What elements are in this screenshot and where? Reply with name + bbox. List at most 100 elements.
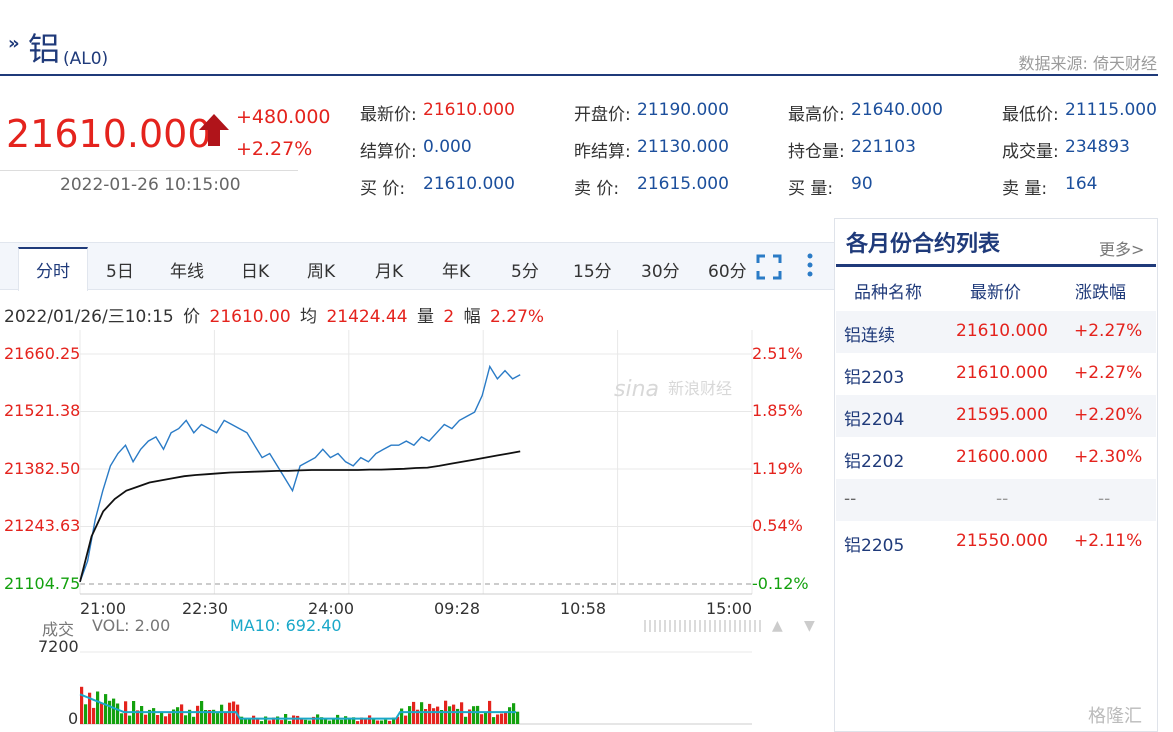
volume-bar [344, 716, 348, 724]
contract-row[interactable]: 铝2205 21550.000 +2.11% [836, 521, 1156, 563]
volume-bar [268, 720, 272, 724]
crosshair-info: 2022/01/26/三10:15 价 21610.00 均 21424.44 … [4, 302, 548, 327]
contract-name: 铝2205 [844, 536, 905, 556]
contract-name: 铝2204 [844, 410, 905, 430]
contract-price: 21600.000 [956, 447, 1048, 467]
contract-name: 铝2202 [844, 452, 905, 472]
price-line [79, 364, 521, 583]
tab-0[interactable]: 分时 [36, 262, 70, 282]
average-line [79, 450, 521, 583]
volume-bar [312, 716, 316, 724]
volume-bar [156, 715, 160, 724]
volume-bar [324, 718, 328, 724]
more-link[interactable]: 更多> [1099, 240, 1145, 259]
volume-bar [320, 717, 324, 724]
intraday-chart[interactable] [0, 330, 834, 620]
quote-label: 卖 量: [1002, 179, 1048, 199]
volume-bar [128, 715, 132, 724]
volume-bar [108, 700, 112, 724]
volume-bar [404, 715, 408, 724]
volume-bar [392, 717, 396, 724]
volume-bar [252, 715, 256, 724]
volume-zero: 0 [68, 709, 79, 728]
tab-4[interactable]: 周K [307, 262, 336, 282]
volume-bar [96, 691, 100, 724]
contracts-divider [836, 264, 1156, 267]
quote-value: 21610.000 [423, 100, 515, 120]
volume-bar [440, 710, 444, 724]
tab-9[interactable]: 30分 [641, 262, 680, 282]
volume-bar [472, 706, 476, 724]
quote-value: 221103 [851, 137, 916, 157]
volume-bar [364, 718, 368, 724]
info-avg: 21424.44 [326, 307, 408, 327]
volume-bar [208, 710, 212, 724]
quote-label: 结算价: [360, 142, 417, 162]
x-tick-label: 22:30 [182, 599, 229, 618]
volume-bar [308, 720, 312, 724]
tab-10[interactable]: 60分 [708, 262, 747, 282]
volume-bar [396, 716, 400, 724]
contract-change: +2.27% [1074, 363, 1143, 383]
pct-tick-label: 2.51% [752, 344, 803, 363]
info-price: 21610.00 [209, 307, 291, 327]
contract-row[interactable]: 铝2202 21600.000 +2.30% [836, 437, 1156, 479]
fullscreen-icon[interactable] [756, 254, 782, 280]
tab-8[interactable]: 15分 [573, 262, 612, 282]
collapse-down-icon[interactable]: ▼ [804, 618, 815, 634]
more-options-icon[interactable] [804, 252, 816, 280]
volume-bar [228, 702, 232, 724]
price-change-pct: +2.27% [236, 138, 313, 160]
chart-tabs-bar [0, 242, 834, 290]
symbol-code: (AL0) [63, 49, 109, 69]
header-divider [0, 74, 1158, 76]
ma10-line [79, 693, 516, 720]
info-datetime: 2022/01/26/三10:15 [4, 307, 174, 327]
volume-bar [172, 709, 176, 724]
contract-name: 铝连续 [844, 326, 895, 346]
tab-7[interactable]: 5分 [511, 262, 539, 282]
volume-bar [184, 715, 188, 724]
active-tab-indicator [18, 247, 88, 291]
quote-value: 21615.000 [637, 174, 729, 194]
quote-label: 成交量: [1002, 142, 1059, 162]
contract-price: -- [996, 489, 1009, 509]
tab-5[interactable]: 月K [375, 262, 404, 282]
y-tick-label: 21521.38 [4, 401, 81, 421]
volume-bar [492, 717, 496, 724]
y-tick-label: 21382.50 [4, 459, 81, 478]
contract-name: -- [844, 489, 857, 509]
volume-bar [500, 713, 504, 724]
x-tick-label: 24:00 [308, 599, 355, 618]
tab-1[interactable]: 5日 [106, 262, 134, 282]
quote-value: 90 [851, 174, 873, 194]
volume-bar [508, 707, 512, 724]
volume-bar [288, 720, 292, 724]
volume-scroll-handle[interactable] [644, 620, 762, 632]
sina-finance-watermark: sina 新浪财经 [614, 377, 732, 402]
volume-bar [292, 715, 296, 724]
page-title: 铝 [28, 30, 61, 68]
volume-bar [496, 714, 500, 724]
tab-6[interactable]: 年K [442, 262, 471, 282]
contract-row[interactable]: 铝2204 21595.000 +2.20% [836, 395, 1156, 437]
tab-3[interactable]: 日K [241, 262, 270, 282]
volume-bar [192, 716, 196, 724]
contract-row[interactable]: 铝连续 21610.000 +2.27% [836, 311, 1156, 353]
tab-2[interactable]: 年线 [170, 262, 204, 282]
volume-bar [80, 686, 84, 724]
volume-bar [476, 705, 480, 724]
info-amp-label: 幅 [463, 307, 481, 327]
contract-change: +2.30% [1074, 447, 1143, 467]
volume-bar [408, 706, 412, 724]
svg-text:sina: sina [614, 377, 659, 402]
collapse-up-icon[interactable]: ▲ [772, 618, 783, 634]
ma10-value: MA10: 692.40 [230, 616, 342, 635]
volume-bar [348, 717, 352, 724]
volume-bar [304, 719, 308, 724]
volume-bar [332, 719, 336, 724]
quote-value: 21610.000 [423, 174, 515, 194]
contract-row[interactable]: -- -- -- [836, 479, 1156, 521]
contract-row[interactable]: 铝2203 21610.000 +2.27% [836, 353, 1156, 395]
volume-bar [356, 721, 360, 724]
